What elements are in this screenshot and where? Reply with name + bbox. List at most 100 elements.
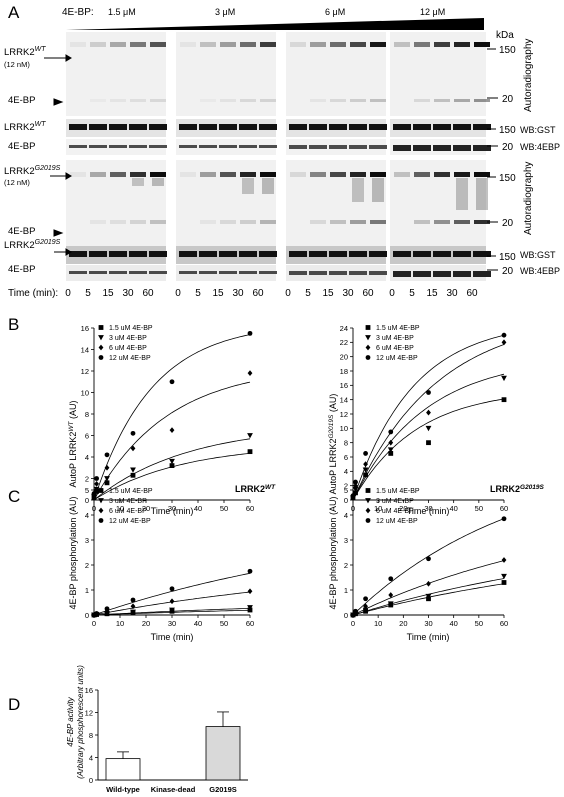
chart-d: 0 4 8 12 16 Wild-type Kinase-dead G2019S: [85, 686, 248, 794]
data-point: [169, 607, 175, 613]
mw-150-c: 150: [499, 173, 516, 184]
band-wt-lrrk2: [434, 42, 450, 47]
band-gst: [289, 124, 307, 130]
band-4ebp: [89, 271, 107, 274]
autorad-label-2: Autoradiography: [523, 162, 534, 235]
time-tick-label: 0: [175, 288, 181, 299]
band-gst: [369, 251, 387, 257]
x-tick-label: 20: [142, 619, 150, 628]
band-wt-4ebp: [414, 99, 430, 102]
data-point: [130, 430, 136, 436]
band-g-4ebp: [180, 220, 196, 224]
band-g-lrrk2: [330, 172, 346, 177]
band-g-4ebp: [330, 220, 346, 224]
time-tick-label: 60: [142, 288, 154, 299]
time-tick-label: 60: [252, 288, 264, 299]
band-g-lrrk2: [290, 172, 306, 177]
x-tick-label: 10: [374, 619, 382, 628]
legend-label: 12 uM 4E-BP: [376, 355, 418, 362]
band-wt-lrrk2: [474, 42, 490, 47]
data-point: [247, 433, 253, 439]
time-tick-label: 5: [85, 288, 91, 299]
smear-g-lrrk2: [476, 178, 488, 210]
time-label: Time (min):: [8, 288, 58, 299]
band-4ebp: [369, 271, 387, 275]
y-tick-label: 8: [344, 438, 348, 447]
y-tick-label: 24: [340, 324, 348, 333]
fit-curve: [93, 572, 251, 616]
band-4ebp: [129, 271, 147, 274]
data-point: [247, 568, 253, 574]
band-4ebp: [199, 145, 217, 148]
conc-label-4: 12 μM: [420, 7, 445, 17]
data-point: [363, 472, 368, 478]
mw-ticks: [487, 48, 498, 271]
legend-label: 3 uM 4E-BP: [376, 498, 414, 505]
data-point: [388, 429, 394, 435]
kda-label: kDa: [496, 30, 514, 41]
y-tick-label: 2: [85, 474, 89, 483]
c-right-ylabel: 4E-BP phosphorylation (AU): [328, 497, 338, 610]
y-tick-label: 0: [85, 496, 89, 505]
data-point: [388, 576, 394, 582]
wt-label: LRRK2WT: [4, 46, 46, 58]
band-gst: [179, 251, 197, 257]
band-g-4ebp: [220, 220, 236, 224]
time-tick-label: 0: [389, 288, 395, 299]
fit-curve: [352, 373, 505, 501]
band-gst: [129, 124, 147, 130]
x-tick-label: 10: [116, 619, 124, 628]
chart-b-left: 024681012141601020304050601.5 uM 4E-BP3 …: [81, 324, 255, 513]
band-wt-4ebp: [350, 99, 366, 102]
g-label: LRRK2G2019S: [4, 165, 61, 177]
band-g-lrrk2: [240, 172, 256, 177]
data-point: [388, 451, 394, 456]
mw-20-b: 20: [502, 142, 514, 153]
band-4ebp: [69, 145, 87, 148]
y-tick-label: 12: [81, 367, 89, 376]
conc-label-2: 3 μM: [215, 7, 235, 17]
band-gst: [329, 251, 347, 257]
data-point: [94, 476, 99, 481]
band-gst: [69, 251, 87, 257]
time-tick-label: 30: [122, 288, 134, 299]
band-wt-lrrk2: [330, 42, 346, 47]
band-wt-lrrk2: [220, 42, 236, 47]
band-4ebp: [69, 271, 87, 274]
x-tick-label: 30: [424, 619, 432, 628]
wt-auto-4ebp-label: 4E-BP: [8, 95, 35, 106]
time-tick-label: 60: [362, 288, 374, 299]
data-point: [501, 375, 507, 382]
data-point: [363, 596, 368, 602]
band-4ebp: [219, 271, 237, 274]
data-point: [247, 588, 253, 595]
band-g-4ebp: [414, 220, 430, 224]
legend-marker: [98, 498, 104, 504]
band-g-4ebp: [474, 220, 490, 224]
band-g-lrrk2: [260, 172, 276, 177]
x-tick-label: 60: [246, 504, 254, 513]
data-point: [130, 597, 136, 603]
data-point: [501, 580, 507, 585]
band-wt-lrrk2: [290, 42, 306, 47]
y-tick-label: 4: [85, 453, 89, 462]
data-point: [130, 472, 136, 478]
legend-marker: [365, 344, 371, 351]
legend-marker: [98, 355, 104, 360]
y-tick-label: 1: [344, 586, 348, 595]
legend-marker: [98, 335, 104, 341]
band-g-4ebp: [200, 220, 216, 224]
band-4ebp: [179, 145, 197, 148]
band-gst: [393, 124, 411, 130]
band-gst: [413, 251, 431, 257]
fit-curve: [93, 381, 251, 501]
data-point: [501, 397, 507, 403]
band-g-4ebp: [110, 220, 126, 224]
band-wt-4ebp: [474, 99, 490, 102]
band-gst: [219, 124, 237, 130]
band-gst: [473, 251, 491, 257]
band-4ebp: [413, 271, 431, 277]
data-point: [353, 482, 358, 489]
band-wt-4ebp: [180, 99, 196, 102]
